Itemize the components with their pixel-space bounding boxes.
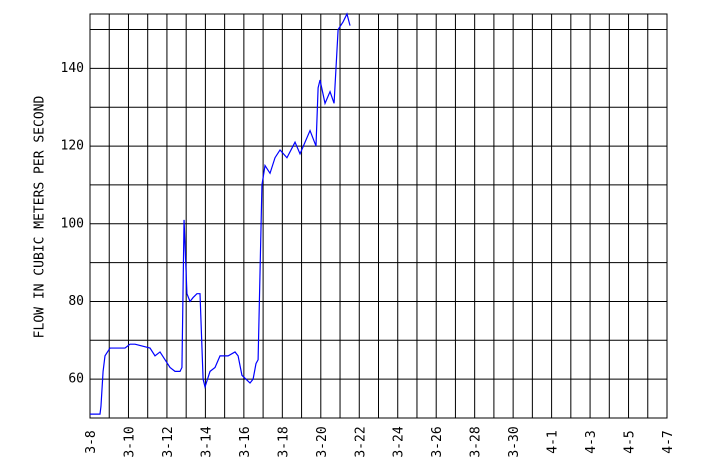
x-tick-label: 3-24 bbox=[392, 426, 407, 457]
x-tick-label: 3-12 bbox=[161, 426, 176, 457]
x-tick-label: 3-18 bbox=[276, 426, 291, 457]
flow-line bbox=[90, 12, 351, 415]
x-tick-label: 4-7 bbox=[661, 430, 676, 453]
y-axis-label: FLOW IN CUBIC METERS PER SECOND bbox=[33, 96, 48, 339]
x-tick-label: 4-5 bbox=[623, 430, 638, 453]
y-tick-label: 80 bbox=[68, 294, 84, 309]
x-tick-label: 3-26 bbox=[430, 426, 445, 457]
x-tick-label: 3-14 bbox=[199, 426, 214, 457]
x-tick-label: 3-30 bbox=[507, 426, 522, 457]
x-tick-label: 3-28 bbox=[469, 426, 484, 457]
x-tick-label: 3-10 bbox=[122, 426, 137, 457]
x-tick-label: 3-16 bbox=[238, 426, 253, 457]
x-tick-label: 3-22 bbox=[353, 426, 368, 457]
y-tick-label: 140 bbox=[61, 61, 84, 76]
x-tick-label: 3-20 bbox=[315, 426, 330, 457]
y-tick-label: 120 bbox=[61, 139, 84, 154]
y-tick-label: 60 bbox=[68, 372, 84, 387]
x-tick-label: 3-8 bbox=[84, 430, 99, 453]
x-tick-label: 4-3 bbox=[584, 430, 599, 453]
y-tick-label: 100 bbox=[61, 216, 84, 231]
x-tick-label: 4-1 bbox=[546, 430, 561, 453]
